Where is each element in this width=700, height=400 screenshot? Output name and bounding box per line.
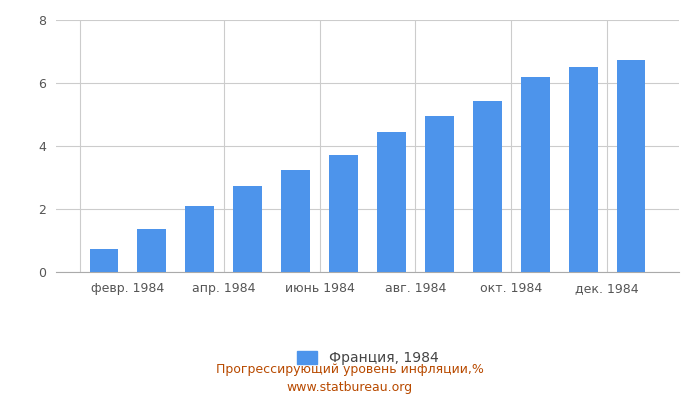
Bar	[377, 132, 406, 272]
Bar	[137, 228, 166, 272]
Bar	[521, 77, 550, 272]
Text: Прогрессирующий уровень инфляции,%: Прогрессирующий уровень инфляции,%	[216, 364, 484, 376]
Bar	[569, 67, 598, 272]
Bar	[233, 186, 262, 272]
Legend: Франция, 1984: Франция, 1984	[291, 346, 444, 371]
Text: www.statbureau.org: www.statbureau.org	[287, 382, 413, 394]
Bar	[617, 60, 645, 272]
Bar	[329, 155, 358, 272]
Bar	[186, 206, 214, 272]
Bar	[425, 116, 454, 272]
Bar	[90, 249, 118, 272]
Bar	[281, 170, 310, 272]
Bar	[473, 101, 502, 272]
